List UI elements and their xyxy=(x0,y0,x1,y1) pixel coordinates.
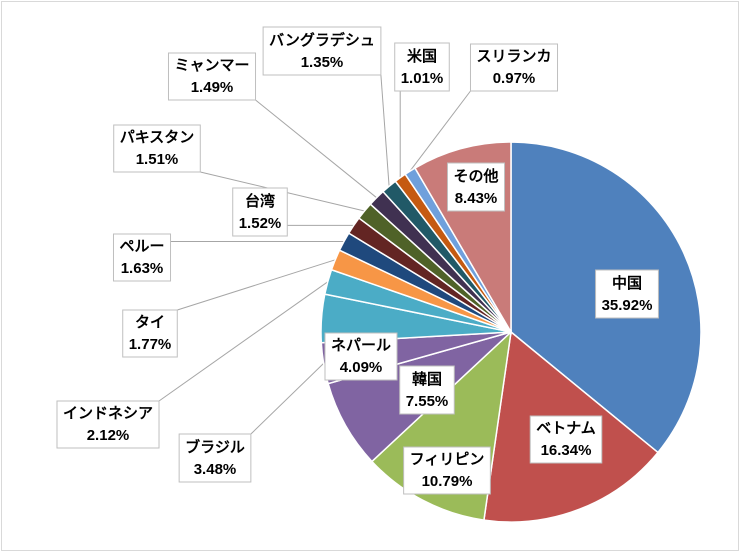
label-value-korea: 7.55% xyxy=(406,393,449,410)
label-name-philippines: フィリピン xyxy=(410,451,485,468)
label-box-nepal xyxy=(324,332,398,381)
label-name-pakistan: パキスタン xyxy=(120,129,195,146)
label-value-srilanka: 0.97% xyxy=(493,70,536,87)
label-name-srilanka: スリランカ xyxy=(476,48,551,65)
label-value-thailand: 1.77% xyxy=(129,336,172,353)
label-box-indonesia xyxy=(56,400,160,449)
label-value-other: 8.43% xyxy=(455,190,498,207)
label-value-vietnam: 16.34% xyxy=(541,442,592,459)
label-name-taiwan: 台湾 xyxy=(245,192,275,210)
label-box-philippines xyxy=(403,446,491,495)
leader-line-bangladesh xyxy=(380,74,390,187)
data-label-brazil: ブラジル 3.48% xyxy=(178,433,252,483)
label-name-bangladesh: バングラデシュ xyxy=(269,31,375,49)
data-label-myanmar: ミャンマー 1.49% xyxy=(167,52,257,101)
label-name-vietnam: ベトナム xyxy=(536,420,596,437)
label-box-peru xyxy=(112,233,172,282)
label-box-pakistan xyxy=(113,124,201,173)
label-value-myanmar: 1.49% xyxy=(191,79,234,96)
label-box-vietnam xyxy=(529,415,603,464)
data-label-other: その他 8.43% xyxy=(446,162,506,212)
label-value-china: 35.92% xyxy=(602,297,653,314)
label-value-brazil: 3.48% xyxy=(194,461,237,478)
label-name-thailand: タイ xyxy=(135,314,165,331)
label-box-myanmar xyxy=(167,52,257,101)
label-box-thailand xyxy=(122,309,178,358)
label-box-brazil xyxy=(178,433,252,483)
label-value-philippines: 10.79% xyxy=(422,473,473,490)
data-label-thailand: タイ 1.77% xyxy=(122,309,178,358)
leader-line-indonesia xyxy=(158,281,328,402)
label-box-china xyxy=(595,269,659,319)
label-value-usa: 1.01% xyxy=(401,70,444,87)
label-box-taiwan xyxy=(232,187,288,237)
label-name-other: その他 xyxy=(453,167,498,185)
leader-line-srilanka xyxy=(409,90,471,172)
data-labels: 中国 35.92% ベトナム 16.34% フィリピン 10.79% 韓国 7.55% ブラジル… xyxy=(56,26,659,495)
data-label-taiwan: 台湾 1.52% xyxy=(232,187,288,237)
data-label-china: 中国 35.92% xyxy=(595,269,659,319)
label-name-china: 中国 xyxy=(612,274,642,292)
label-name-korea: 韓国 xyxy=(412,370,442,388)
label-value-taiwan: 1.52% xyxy=(239,215,282,232)
label-name-myanmar: ミャンマー xyxy=(174,57,249,74)
leader-line-brazil xyxy=(250,363,324,435)
data-label-usa: 米国 1.01% xyxy=(394,42,450,92)
data-label-philippines: フィリピン 10.79% xyxy=(403,446,491,495)
data-label-korea: 韓国 7.55% xyxy=(399,365,455,415)
leader-line-myanmar xyxy=(255,99,377,199)
label-box-srilanka xyxy=(469,43,559,92)
data-label-peru: ペルー 1.63% xyxy=(112,233,172,282)
label-name-peru: ペルー xyxy=(119,238,164,255)
label-box-bangladesh xyxy=(262,26,382,76)
data-label-bangladesh: バングラデシュ 1.35% xyxy=(262,26,382,76)
data-label-srilanka: スリランカ 0.97% xyxy=(469,43,559,92)
label-name-indonesia: インドネシア xyxy=(63,405,153,422)
label-box-other xyxy=(446,162,506,212)
data-label-indonesia: インドネシア 2.12% xyxy=(56,400,160,449)
leader-line-thailand xyxy=(177,259,336,311)
label-name-nepal: ネパール xyxy=(331,337,391,354)
label-box-korea xyxy=(399,365,455,415)
label-value-indonesia: 2.12% xyxy=(87,427,130,444)
label-value-peru: 1.63% xyxy=(121,260,164,277)
data-label-pakistan: パキスタン 1.51% xyxy=(113,124,201,173)
label-name-brazil: ブラジル xyxy=(185,438,245,456)
label-name-usa: 米国 xyxy=(407,47,437,65)
label-value-bangladesh: 1.35% xyxy=(301,54,344,71)
data-label-vietnam: ベトナム 16.34% xyxy=(529,415,603,464)
label-value-nepal: 4.09% xyxy=(340,359,383,376)
pie-slices xyxy=(320,141,702,523)
label-box-usa xyxy=(394,42,450,92)
data-label-nepal: ネパール 4.09% xyxy=(324,332,398,381)
label-value-pakistan: 1.51% xyxy=(136,151,179,168)
